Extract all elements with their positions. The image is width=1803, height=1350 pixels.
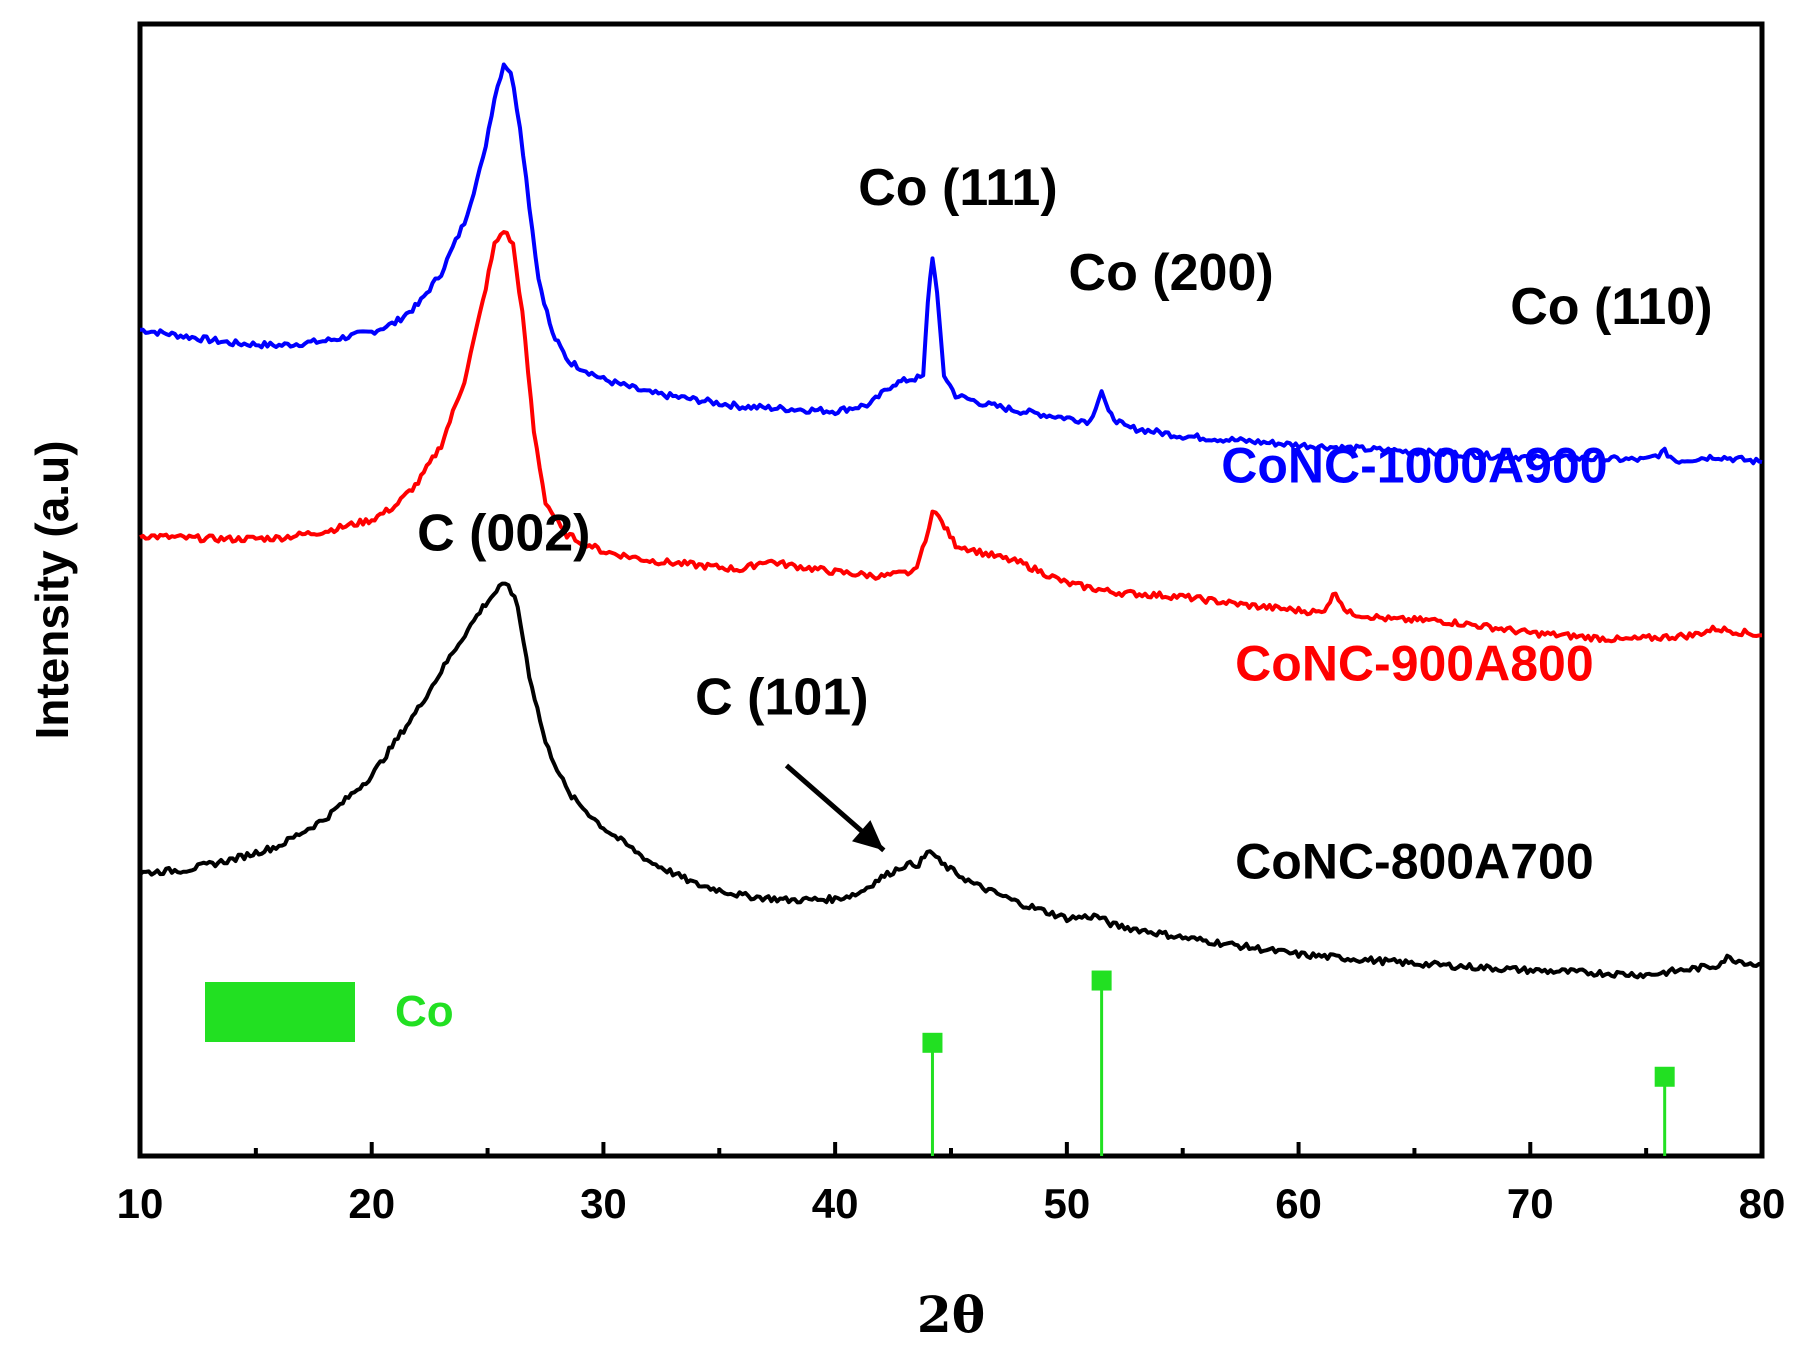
series-line-conc-900a800 — [139, 230, 1763, 644]
reference-pattern — [922, 970, 1675, 1156]
reference-peak-marker — [922, 1032, 943, 1053]
x-tick-label: 50 — [1043, 1180, 1090, 1227]
x-tick-label: 10 — [117, 1180, 164, 1227]
series-label: CoNC-900A800 — [1235, 636, 1593, 692]
peak-annotation: Co (110) — [1510, 278, 1712, 336]
x-tick-label: 60 — [1275, 1180, 1322, 1227]
x-axis-title: 2θ — [917, 1285, 985, 1344]
x-tick-label: 20 — [348, 1180, 395, 1227]
y-axis-title: Intensity (a.u) — [26, 440, 78, 739]
reference-peak-marker — [1654, 1066, 1675, 1087]
x-tick-label: 40 — [812, 1180, 859, 1227]
series-label: CoNC-1000A900 — [1221, 437, 1607, 493]
peak-annotation: C (002) — [417, 504, 590, 562]
legend-label: Co — [395, 987, 454, 1036]
x-tick-label: 70 — [1507, 1180, 1554, 1227]
x-axis-ticks: 10 20 30 40 50 60 70 80 — [117, 1142, 1786, 1227]
reference-peak-marker — [1091, 970, 1112, 991]
series-layer — [138, 62, 1764, 980]
annotation-arrow-head — [851, 820, 884, 851]
annotations: Co (111)Co (200) Co (110) C (002) C (101) Co… — [417, 159, 1712, 890]
peak-annotation: Co (111) — [858, 159, 1057, 217]
series-label: CoNC-800A700 — [1235, 834, 1593, 890]
series-line-conc-800a700 — [138, 581, 1764, 980]
peak-annotation: Co (200) — [1069, 244, 1274, 302]
series-line-conc-1000a900 — [140, 62, 1763, 466]
peak-annotation: C (101) — [695, 669, 868, 727]
x-tick-label: 80 — [1739, 1180, 1786, 1227]
x-tick-label: 30 — [580, 1180, 627, 1227]
legend-swatch — [205, 982, 355, 1042]
